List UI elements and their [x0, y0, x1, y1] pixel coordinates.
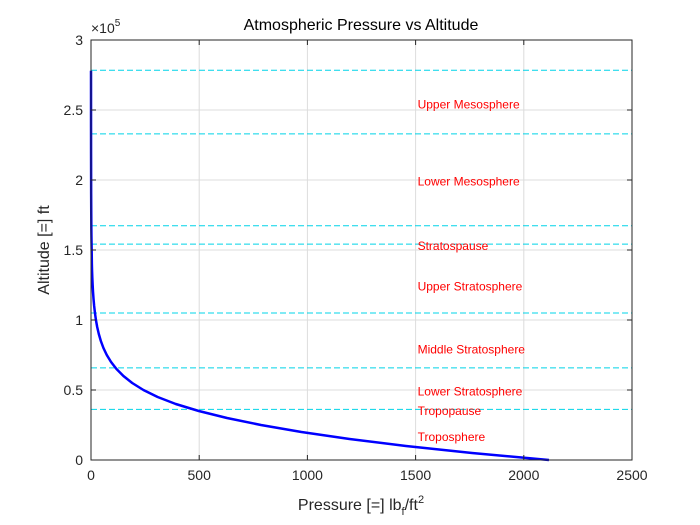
layer-labels: Troposphere Tropopause Lower Stratosphere M… [418, 97, 526, 444]
x-axis-title-superscript: 2 [418, 494, 424, 506]
y-tick-label: 3 [75, 32, 83, 48]
x-tick-label: 1500 [400, 467, 431, 483]
y-axis-title: Altitude [=] ft [36, 205, 53, 295]
layer-label: Lower Mesosphere [418, 174, 520, 188]
y-tick-label: 1.5 [64, 242, 84, 258]
x-axis-title-subscript: f [402, 506, 406, 518]
y-tick-label: 2.5 [64, 102, 84, 118]
layer-label: Middle Stratosphere [418, 342, 526, 356]
x-tick-label: 2500 [616, 467, 647, 483]
chart-title: Atmospheric Pressure vs Altitude [244, 17, 479, 34]
grid-lines [91, 40, 632, 460]
x-axis-title-base: Pressure [=] lb [298, 497, 402, 514]
x-tick-label: 1000 [292, 467, 323, 483]
y-axis-exponent: ×105 [91, 18, 121, 36]
x-tick-label: 500 [188, 467, 212, 483]
y-axis-exponent-prefix: ×10 [91, 20, 115, 36]
layer-label: Stratospause [418, 239, 489, 253]
layer-label: Lower Stratosphere [418, 384, 523, 398]
layer-label: Upper Stratosphere [418, 279, 523, 293]
layer-label: Upper Mesosphere [418, 97, 520, 111]
axis-ticks: 0 500 1000 1500 2000 2500 0 0.5 1 1.5 2 2.5 3 [64, 32, 648, 483]
x-axis-title: Pressure [=] lbf/ft2 [298, 494, 424, 518]
y-tick-label: 1 [75, 312, 83, 328]
y-axis-exponent-power: 5 [115, 18, 121, 29]
x-axis-title-mid: /ft [405, 497, 419, 514]
x-tick-label: 2000 [508, 467, 539, 483]
layer-label: Troposphere [418, 430, 486, 444]
layer-label: Tropopause [418, 404, 482, 418]
y-tick-label: 0 [75, 452, 83, 468]
y-tick-label: 0.5 [64, 382, 84, 398]
y-tick-label: 2 [75, 172, 83, 188]
x-tick-label: 0 [87, 467, 95, 483]
layer-boundaries [91, 69, 632, 410]
